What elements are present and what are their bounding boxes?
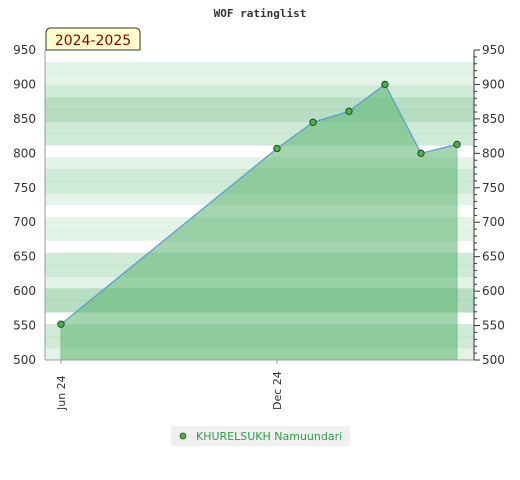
data-point[interactable]: [57, 320, 65, 328]
points-layer: [57, 80, 461, 328]
y-tick-label-right: 650: [482, 250, 505, 264]
y-tick-label-right: 700: [482, 215, 505, 229]
y-axis-right: 500 550 600 650 700 750 800 850 900 950: [473, 43, 505, 367]
y-tick-label-right: 600: [482, 284, 505, 298]
season-badge: 2024-2025: [45, 27, 141, 51]
y-tick-label-left: 950: [13, 43, 36, 57]
background-band: [45, 73, 474, 87]
y-tick-label-right: 950: [482, 43, 505, 57]
season-label: 2024-2025: [55, 33, 131, 49]
legend-marker: [179, 432, 187, 440]
y-tick-label-right: 850: [482, 112, 505, 126]
background-band: [45, 97, 474, 111]
x-tick-label: Dec 24: [271, 371, 284, 410]
legend-series-name: KHURELSUKH Namuundari: [196, 430, 342, 443]
background-band: [45, 50, 474, 63]
y-tick-label-right: 750: [482, 181, 505, 195]
y-tick-label-left: 650: [13, 250, 36, 264]
data-point[interactable]: [453, 140, 461, 149]
y-tick-label-left: 550: [13, 319, 36, 333]
y-tick-label-left: 500: [13, 353, 36, 367]
y-tick-label-left: 800: [13, 146, 36, 160]
background-band: [45, 85, 474, 99]
data-point[interactable]: [273, 144, 281, 153]
data-point[interactable]: [309, 118, 317, 126]
y-tick-label-right: 800: [482, 146, 505, 160]
y-tick-label-right: 900: [482, 77, 505, 91]
data-point[interactable]: [417, 149, 425, 157]
legend[interactable]: KHURELSUKH Namuundari: [171, 426, 350, 446]
y-axis-left: 500 550 600 650 700 750 800 850 900 950: [13, 43, 46, 367]
background-band: [45, 109, 474, 123]
y-tick-label-left: 850: [13, 112, 36, 126]
x-tick-label: Jun 24: [55, 375, 68, 411]
y-tick-label-left: 700: [13, 215, 36, 229]
y-tick-label-left: 750: [13, 181, 36, 195]
data-point[interactable]: [345, 107, 353, 115]
background-band: [45, 61, 474, 75]
y-tick-label-left: 900: [13, 77, 36, 91]
x-axis: Jun 24 Dec 24: [45, 359, 474, 411]
y-tick-label-left: 600: [13, 284, 36, 298]
y-tick-label-right: 550: [482, 319, 505, 333]
y-tick-label-right: 500: [482, 353, 505, 367]
data-point[interactable]: [381, 80, 389, 89]
chart-title: WOF ratinglist: [214, 7, 307, 20]
